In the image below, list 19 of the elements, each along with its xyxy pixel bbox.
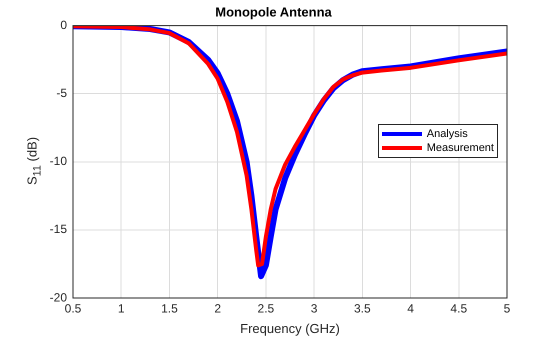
y-tick-label: -15 xyxy=(50,222,68,236)
chart-title: Monopole Antenna xyxy=(215,4,333,20)
x-tick-label: 1 xyxy=(118,302,125,316)
x-tick-label: 3 xyxy=(310,302,318,316)
x-tick-label: 0.5 xyxy=(64,302,82,316)
x-tick-label: 2.5 xyxy=(258,302,275,316)
y-tick-label: -10 xyxy=(50,154,68,168)
x-tick-label: 4.5 xyxy=(450,302,468,316)
legend-label: Analysis xyxy=(426,127,468,141)
x-tick-label: 4 xyxy=(407,302,414,316)
y-tick-label: -20 xyxy=(50,290,68,304)
legend-label: Measurement xyxy=(426,141,494,155)
x-tick-label: 3.5 xyxy=(354,302,371,316)
x-axis-title: Frequency (GHz) xyxy=(240,320,340,336)
y-tick-label: -5 xyxy=(56,86,68,100)
x-tick-label: 1.5 xyxy=(161,302,178,316)
y-tick-label: 0 xyxy=(60,18,68,32)
x-tick-label: 2 xyxy=(214,302,222,316)
x-tick-label: 5 xyxy=(504,302,511,316)
